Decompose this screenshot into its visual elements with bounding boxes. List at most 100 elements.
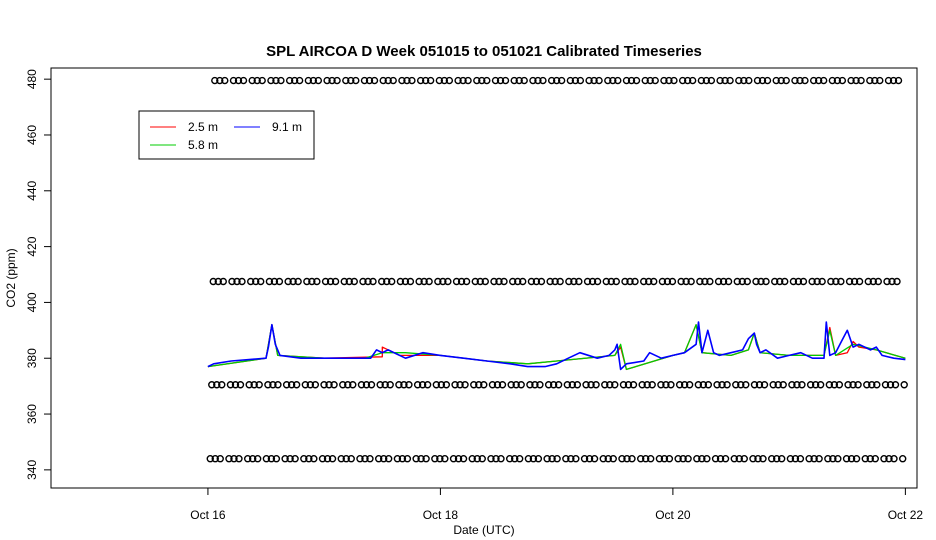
calibration-marker-2-90 xyxy=(771,277,779,286)
calibration-marker-1-30 xyxy=(395,381,403,389)
calibration-marker-2-67 xyxy=(626,277,634,286)
calibration-marker-0-3 xyxy=(225,454,233,463)
calibration-marker-1-103 xyxy=(849,381,857,389)
calibration-marker-0-27 xyxy=(374,454,383,463)
calibration-marker-2-83 xyxy=(724,277,733,286)
calibration-marker-0-10 xyxy=(267,454,276,463)
calibration-marker-1-49 xyxy=(512,381,520,389)
calibration-marker-1-52 xyxy=(531,381,539,389)
calibration-marker-1-24 xyxy=(357,381,366,389)
calibration-marker-2-51 xyxy=(527,277,536,286)
calibration-marker-0-30 xyxy=(393,454,402,463)
calibration-marker-1-11 xyxy=(274,381,282,389)
calibration-marker-1-86 xyxy=(742,381,750,389)
calibration-marker-0-23 xyxy=(347,454,355,463)
calibration-marker-1-64 xyxy=(606,381,614,389)
calibration-marker-2-106 xyxy=(869,277,877,286)
calibration-marker-3-99 xyxy=(828,76,837,85)
calibration-marker-2-76 xyxy=(682,277,690,286)
calibration-marker-2-26 xyxy=(369,277,377,286)
calibration-marker-3-22 xyxy=(347,76,355,85)
calibration-marker-2-32 xyxy=(406,277,415,286)
calibration-marker-0-50 xyxy=(515,454,524,463)
calibration-marker-2-19 xyxy=(326,277,335,286)
calibration-marker-3-43 xyxy=(478,76,486,85)
y-tick-label-480: 480 xyxy=(25,69,39,89)
calibration-marker-0-99 xyxy=(824,454,832,463)
calibration-marker-3-58 xyxy=(571,76,580,85)
calibration-marker-3-85 xyxy=(740,76,748,85)
x-axis-label: Date (UTC) xyxy=(453,523,514,537)
calibration-marker-3-56 xyxy=(557,76,566,85)
calibration-marker-2-29 xyxy=(388,277,396,286)
calibration-markers xyxy=(206,76,908,463)
calibration-marker-2-95 xyxy=(799,277,808,286)
calibration-marker-0-19 xyxy=(323,454,332,463)
calibration-marker-1-7 xyxy=(250,381,258,389)
calibration-marker-1-109 xyxy=(886,381,895,389)
calibration-marker-3-98 xyxy=(819,76,828,85)
calibration-marker-1-81 xyxy=(713,381,721,389)
calibration-marker-0-73 xyxy=(660,454,669,463)
calibration-marker-0-40 xyxy=(454,454,463,463)
calibration-marker-0-28 xyxy=(379,454,388,463)
calibration-marker-2-50 xyxy=(519,277,527,286)
calibration-marker-1-51 xyxy=(526,381,534,389)
calibration-marker-1-43 xyxy=(475,381,483,389)
calibration-marker-1-39 xyxy=(451,381,459,389)
y-axis-label: CO2 (ppm) xyxy=(4,248,18,307)
calibration-marker-2-75 xyxy=(677,277,685,286)
calibration-marker-1-8 xyxy=(255,381,263,389)
calibration-marker-2-4 xyxy=(233,277,241,286)
calibration-marker-2-9 xyxy=(265,277,274,286)
calibration-marker-3-13 xyxy=(290,76,299,85)
calibration-marker-1-69 xyxy=(638,381,646,389)
calibration-marker-0-17 xyxy=(310,454,318,463)
calibration-marker-1-3 xyxy=(226,381,235,389)
calibration-marker-0-42 xyxy=(468,454,476,463)
calibration-marker-2-41 xyxy=(462,277,471,286)
calibration-marker-2-61 xyxy=(588,277,597,286)
calibration-marker-2-54 xyxy=(546,277,554,286)
calibration-marker-1-13 xyxy=(287,381,296,389)
calibration-marker-2-24 xyxy=(359,277,367,286)
calibration-marker-3-8 xyxy=(258,76,266,85)
calibration-marker-2-39 xyxy=(452,277,461,286)
calibration-marker-1-0 xyxy=(208,381,216,389)
y-tick-label-440: 440 xyxy=(25,180,39,200)
calibration-marker-1-21 xyxy=(339,381,347,389)
calibration-marker-1-82 xyxy=(718,381,726,389)
calibration-marker-3-47 xyxy=(501,76,510,85)
calibration-marker-1-20 xyxy=(330,381,338,389)
calibration-marker-0-82 xyxy=(716,454,725,463)
calibration-marker-1-70 xyxy=(643,381,651,389)
calibration-marker-1-22 xyxy=(344,381,352,389)
calibration-marker-3-29 xyxy=(389,76,397,85)
calibration-marker-1-12 xyxy=(282,381,291,389)
calibration-marker-1-29 xyxy=(386,381,394,389)
y-tick-label-340: 340 xyxy=(25,460,39,480)
calibration-marker-2-36 xyxy=(434,277,442,286)
calibration-marker-2-55 xyxy=(551,277,559,286)
calibration-marker-1-54 xyxy=(544,381,553,389)
calibration-marker-1-74 xyxy=(667,381,675,389)
calibration-marker-0-12 xyxy=(281,454,289,463)
calibration-marker-0-60 xyxy=(580,454,589,463)
calibration-marker-3-89 xyxy=(763,76,772,85)
calibration-marker-1-47 xyxy=(498,381,507,389)
legend: 2.5 m 5.8 m 9.1 m xyxy=(138,110,315,160)
calibration-marker-3-40 xyxy=(459,76,467,85)
calibration-marker-3-90 xyxy=(772,76,780,85)
calibration-marker-1-60 xyxy=(582,381,590,389)
calibration-marker-1-27 xyxy=(376,381,384,389)
calibration-marker-3-57 xyxy=(566,76,575,85)
calibration-marker-0-107 xyxy=(871,454,879,463)
calibration-marker-2-43 xyxy=(476,277,484,286)
calibration-marker-3-42 xyxy=(473,76,481,85)
calibration-marker-1-71 xyxy=(648,381,656,389)
calibration-marker-1-107 xyxy=(873,381,881,389)
y-tick-label-460: 460 xyxy=(25,125,39,145)
calibration-marker-1-95 xyxy=(798,381,806,389)
calibration-marker-0-94 xyxy=(791,454,800,463)
chart-title: SPL AIRCOA D Week 051015 to 051021 Calib… xyxy=(266,43,702,60)
